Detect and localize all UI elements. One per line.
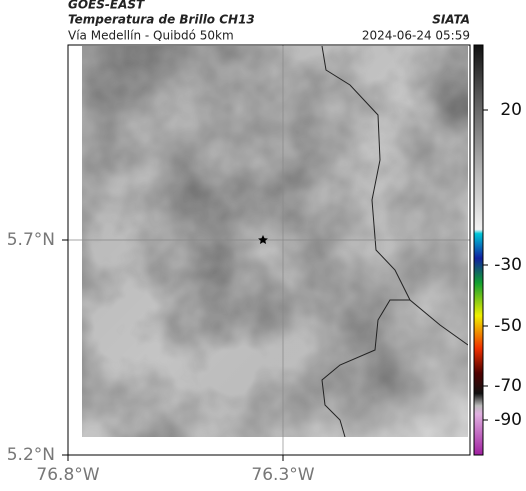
colorbar-tick-label: -90 — [494, 410, 522, 430]
agency-label: SIATA — [432, 13, 470, 27]
lon-label: 76.3°W — [251, 465, 314, 485]
border-line — [321, 46, 468, 346]
lat-label: 5.2°N — [7, 445, 55, 465]
lat-label: 5.7°N — [7, 230, 55, 250]
border-line — [321, 299, 410, 437]
colorbar-tick-label: 20 — [500, 100, 522, 120]
source-label: GOES-EAST — [68, 0, 145, 12]
colorbar — [473, 44, 484, 456]
title: Temperatura de Brillo CH13 — [68, 13, 255, 27]
satellite-image — [82, 46, 468, 437]
colorbar-tick-label: -70 — [494, 376, 522, 396]
lon-label: 76.8°W — [36, 465, 99, 485]
subtitle: Vía Medellín - Quibdó 50km — [68, 29, 234, 43]
location-marker — [258, 235, 268, 244]
colorbar-tick-label: -30 — [494, 255, 522, 275]
map-frame — [67, 44, 471, 456]
timestamp: 2024-06-24 05:59 — [362, 29, 470, 43]
colorbar-tick-label: -50 — [494, 316, 522, 336]
